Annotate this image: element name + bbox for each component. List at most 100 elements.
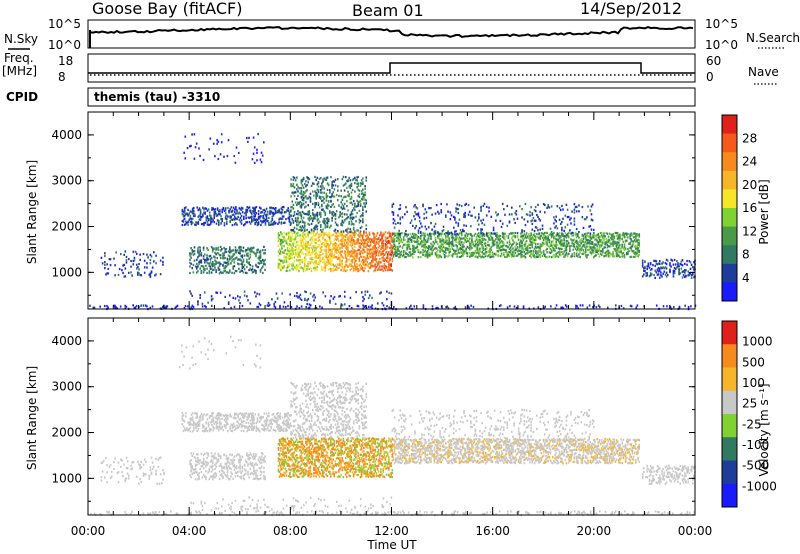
power-echo-cell [327, 250, 330, 253]
power-echo-cell [250, 250, 253, 253]
power-echo-cell [448, 237, 451, 240]
power-echo-cell [526, 245, 529, 248]
power-echo-cell [537, 229, 539, 232]
power-echo-cell [369, 255, 372, 258]
power-echo-cell [465, 232, 468, 235]
power-echo-cell [271, 215, 274, 218]
power-echo-cell [329, 301, 331, 304]
power-echo-cell [538, 254, 540, 257]
power-echo-cell [565, 236, 568, 239]
power-echo-cell [304, 297, 306, 300]
power-echo-cell [382, 239, 384, 242]
power-echo-cell [277, 244, 280, 247]
power-echo-cell [546, 251, 548, 254]
power-echo-cell [318, 244, 321, 247]
power-echo-cell [305, 180, 307, 183]
power-echo-cell [669, 307, 672, 310]
power-echo-cell [296, 219, 298, 222]
power-echo-cell [416, 245, 419, 248]
power-echo-cell [281, 250, 283, 253]
power-echo-cell [239, 220, 242, 223]
power-echo-cell [336, 199, 339, 202]
power-echo-cell [218, 261, 221, 264]
power-echo-cell [233, 305, 236, 309]
power-echo-cell [247, 247, 249, 250]
power-echo-cell [228, 211, 230, 214]
power-echo-cell [240, 246, 242, 249]
power-echo-cell [143, 266, 146, 269]
power-echo-cell [123, 275, 126, 278]
power-echo-cell [393, 226, 396, 229]
power-echo-cell [558, 234, 561, 238]
power-echo-cell [303, 212, 306, 216]
power-echo-cell [341, 198, 344, 202]
power-echo-cell [184, 206, 187, 209]
power-echo-cell [274, 209, 277, 212]
power-echo-cell [342, 207, 345, 210]
power-echo-cell [364, 305, 367, 308]
power-echo-cell [222, 263, 224, 267]
power-echo-cell [319, 259, 322, 262]
power-echo-cell [565, 243, 568, 246]
power-echo-cell [586, 232, 588, 236]
power-echo-cell [347, 243, 349, 246]
power-echo-cell [359, 242, 362, 245]
power-echo-cell [557, 251, 560, 254]
power-echo-cell [310, 269, 313, 273]
power-echo-cell [448, 232, 451, 235]
power-echo-cell [306, 228, 308, 232]
power-echo-cell [554, 249, 556, 252]
power-echo-cell [530, 252, 532, 255]
power-echo-cell [328, 253, 331, 256]
power-echo-cell [308, 195, 311, 198]
power-echo-cell [232, 258, 235, 261]
power-echo-cell [398, 256, 400, 259]
power-echo-cell [551, 240, 554, 243]
power-echo-cell [338, 256, 340, 260]
power-echo-cell [307, 265, 309, 268]
power-echo-cell [283, 301, 286, 304]
power-echo-cell [531, 219, 534, 222]
power-echo-cell [352, 178, 355, 181]
nsearch-label: N.Search [746, 31, 800, 45]
power-echo-cell [243, 268, 246, 271]
power-echo-cell [416, 240, 419, 243]
power-echo-cell [679, 262, 682, 266]
power-echo-cell [573, 223, 576, 226]
power-echo-cell [488, 237, 490, 240]
power-echo-cell [342, 267, 345, 271]
power-echo-cell [544, 231, 546, 235]
power-echo-cell [254, 206, 257, 209]
power-echo-cell [278, 210, 280, 213]
power-echo-cell [326, 188, 329, 192]
power-echo-cell [465, 202, 468, 205]
velocity-echo-cell [402, 447, 405, 450]
power-echo-cell [503, 248, 505, 251]
power-echo-cell [506, 251, 509, 255]
power-echo-cell [483, 238, 486, 241]
power-echo-cell [417, 249, 420, 252]
power-echo-cell [621, 255, 624, 258]
power-echo-cell [144, 304, 147, 307]
power-echo-cell [523, 233, 526, 236]
power-echo-cell [581, 205, 584, 209]
power-echo-cell [226, 257, 229, 260]
power-echo-cell [335, 249, 338, 253]
power-echo-cell [341, 246, 344, 250]
power-echo-cell [349, 268, 351, 272]
power-echo-cell [449, 241, 452, 244]
power-echo-cell [343, 213, 346, 216]
power-echo-cell [106, 305, 108, 308]
power-echo-cell [255, 295, 257, 298]
power-echo-cell [290, 256, 292, 260]
power-echo-cell [284, 306, 287, 309]
power-echo-cell [193, 157, 196, 160]
power-echo-cell [363, 242, 365, 245]
power-echo-cell [328, 231, 331, 234]
power-echo-cell [286, 264, 289, 267]
power-echo-cell [371, 238, 373, 241]
power-echo-cell [347, 237, 349, 240]
power-echo-cell [582, 243, 585, 247]
power-echo-cell [213, 214, 216, 217]
power-echo-cell [356, 211, 358, 215]
